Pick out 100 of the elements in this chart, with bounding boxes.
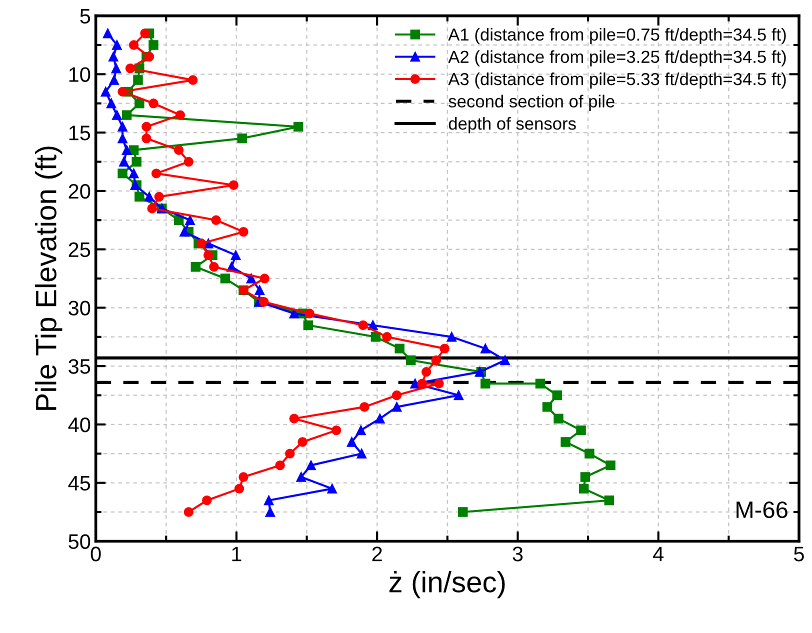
point	[394, 344, 404, 354]
y-tick-label: 5	[80, 9, 90, 24]
point	[275, 460, 285, 470]
point	[431, 355, 442, 366]
legend-label: depth of sensors	[448, 117, 576, 134]
legend-label: A2 (distance from pile=3.25 ft/depth=34.5 ft)	[448, 50, 786, 66]
point	[584, 448, 594, 459]
point	[122, 110, 132, 120]
point	[190, 262, 201, 272]
point	[392, 390, 402, 400]
point	[174, 145, 184, 155]
point	[134, 98, 144, 108]
point	[122, 145, 132, 155]
point	[202, 495, 212, 506]
legend-label: second section of pile	[448, 94, 614, 111]
x-tick-label: 1	[232, 546, 242, 562]
point	[580, 472, 590, 482]
point	[331, 425, 342, 436]
point	[211, 215, 221, 226]
point	[260, 274, 270, 284]
point	[440, 344, 450, 354]
point	[298, 437, 308, 447]
point	[112, 40, 122, 50]
y-axis-title: Pile Tip Elevation (ft)	[35, 146, 62, 410]
point	[264, 495, 274, 506]
point	[382, 332, 392, 342]
point	[535, 378, 546, 388]
point	[289, 308, 299, 318]
point	[185, 215, 195, 226]
point	[142, 122, 152, 132]
point	[289, 414, 299, 424]
point	[417, 378, 427, 388]
point	[118, 86, 128, 97]
point	[356, 425, 366, 436]
point	[421, 367, 432, 377]
legend-label: A3 (distance from pile=5.33 ft/depth=34.5 ft)	[448, 72, 786, 89]
point	[392, 402, 402, 412]
point	[458, 507, 468, 517]
point	[119, 156, 129, 167]
point	[147, 204, 157, 214]
point	[238, 226, 248, 237]
point	[356, 448, 366, 459]
point	[128, 40, 139, 50]
point	[254, 285, 265, 296]
point	[238, 472, 248, 482]
point	[102, 28, 113, 38]
x-tick-label: 4	[653, 546, 664, 562]
point	[480, 344, 490, 354]
point	[112, 110, 122, 120]
point	[133, 75, 143, 85]
y-tick-label: 10	[69, 67, 90, 82]
point	[128, 145, 139, 155]
point	[140, 28, 150, 38]
y-tick-label: 20	[68, 184, 90, 199]
point	[578, 484, 589, 494]
point	[304, 308, 314, 318]
point	[285, 448, 295, 459]
point	[446, 332, 456, 342]
point	[370, 332, 381, 342]
point	[108, 52, 118, 62]
y-tick-label: 30	[68, 300, 90, 316]
point	[500, 355, 510, 366]
point	[151, 168, 162, 178]
point	[604, 495, 614, 506]
point	[144, 52, 154, 62]
point	[346, 437, 357, 447]
point	[220, 274, 230, 284]
point	[209, 262, 219, 272]
point	[148, 40, 158, 50]
x-tick-label: 2	[372, 546, 382, 562]
point	[184, 156, 194, 167]
point	[606, 460, 616, 470]
y-tick-label: 50	[68, 534, 90, 549]
point	[552, 390, 562, 400]
point	[410, 378, 420, 388]
y-tick-label: 45	[68, 476, 90, 491]
y-tick-label: 25	[68, 242, 90, 258]
point	[128, 168, 139, 178]
point	[109, 75, 119, 85]
point	[358, 320, 368, 330]
point	[118, 134, 128, 144]
point	[480, 378, 490, 388]
point	[406, 355, 416, 366]
point	[111, 63, 122, 74]
y-tick-label: 40	[68, 417, 90, 432]
point	[434, 378, 444, 388]
point	[230, 250, 241, 260]
point	[100, 86, 111, 97]
x-axis-title: ż (in/sec)	[389, 571, 505, 598]
point	[228, 180, 239, 190]
point	[554, 414, 564, 424]
point	[144, 192, 154, 202]
point	[180, 226, 190, 237]
point	[454, 390, 464, 400]
point	[234, 484, 244, 494]
point	[134, 192, 144, 202]
y-tick-label: 15	[69, 126, 90, 140]
point	[154, 192, 164, 202]
point	[175, 110, 186, 120]
point	[132, 156, 142, 167]
